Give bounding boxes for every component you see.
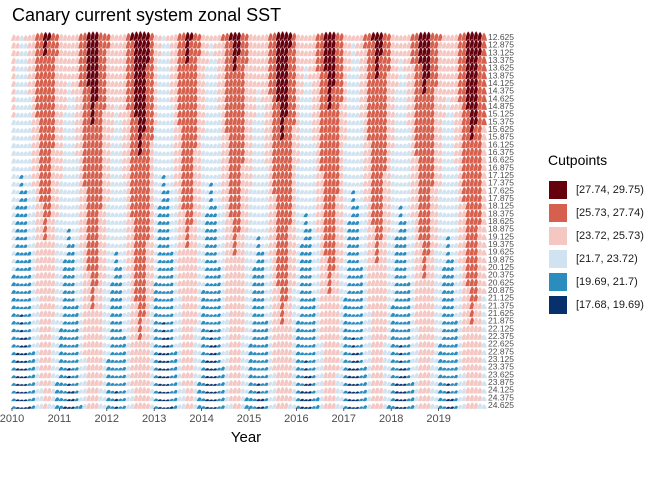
ridge-segment <box>480 109 488 118</box>
ridge-segment <box>480 63 488 72</box>
ridge-segment <box>480 71 488 80</box>
ridge-row <box>10 324 488 333</box>
ridge-row <box>10 77 488 88</box>
ridge-segment <box>480 94 488 103</box>
ridge-row <box>10 61 488 72</box>
ridge-row <box>10 340 488 348</box>
ridge-segment <box>480 55 488 65</box>
ridge-row <box>10 177 488 187</box>
ridge-row <box>10 239 488 249</box>
ridge-row <box>10 293 488 302</box>
ridge-row <box>10 255 488 264</box>
ridge-row <box>10 162 488 172</box>
ridge-row <box>10 278 488 287</box>
ridge-layer <box>10 30 488 410</box>
ridge-row <box>10 247 488 256</box>
ridge-row <box>10 201 488 210</box>
ridge-segment <box>480 117 488 126</box>
ridge-row <box>10 262 488 272</box>
ridge-segment <box>480 79 488 88</box>
ridge-row <box>10 309 488 318</box>
ridge-row <box>10 216 488 226</box>
ridge-row <box>10 30 488 42</box>
ridge-segment <box>480 86 488 95</box>
ridge-row <box>10 69 488 80</box>
ridge-row <box>10 193 488 203</box>
ridge-row <box>10 301 488 310</box>
ridge-row <box>10 270 488 279</box>
ridge-row <box>10 231 488 241</box>
ridge-row <box>10 54 488 65</box>
ridge-row <box>10 46 488 57</box>
ridge-row <box>10 347 488 356</box>
chart-title: Canary current system zonal SST <box>12 5 282 25</box>
ridge-row <box>10 224 488 233</box>
ridge-segment <box>480 32 488 42</box>
ridge-row <box>10 286 488 295</box>
ridge-row <box>10 170 488 180</box>
ridge-row <box>10 38 488 49</box>
ridge-segment <box>480 125 488 134</box>
ridge-row <box>10 316 488 325</box>
ridge-segment <box>480 40 488 49</box>
ridge-row <box>10 332 488 341</box>
ridge-segment <box>480 102 488 111</box>
ridge-segment <box>480 48 488 57</box>
ridge-row <box>10 185 488 195</box>
ridge-row <box>10 208 488 218</box>
